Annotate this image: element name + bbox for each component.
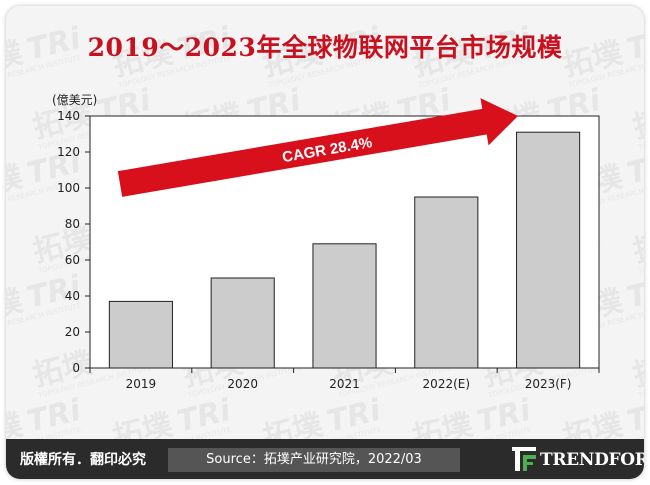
- x-tick-label: 2023(F): [525, 377, 572, 391]
- y-axis-unit-label: (億美元): [52, 93, 97, 107]
- plot-area: 0 20 40 60 80 100 120 140 2019 2020 2021 2022(E) 202…: [57, 98, 600, 391]
- cagr-arrow: CAGR 28.4%: [117, 98, 518, 197]
- watermark-mark: TRi: [624, 393, 644, 440]
- x-tick-label: 2020: [227, 377, 258, 391]
- bar: [108, 300, 173, 369]
- y-tick-label: 0: [72, 361, 80, 375]
- y-tick-label: 20: [65, 325, 80, 339]
- bar: [210, 277, 275, 369]
- bar: [516, 131, 581, 369]
- x-tick-label: 2021: [329, 377, 360, 391]
- chart-title: 2019～2023年全球物联网平台市场规模: [87, 33, 563, 62]
- cagr-arrow-shape: [117, 98, 518, 197]
- watermark-mark: TRi: [624, 269, 644, 316]
- x-tick-label: 2022(E): [423, 377, 470, 391]
- y-tick-label: 60: [65, 253, 80, 267]
- y-tick-label: 120: [57, 145, 80, 159]
- trendforce-logo: TRENDFORCE: [512, 445, 644, 473]
- bar: [312, 243, 377, 369]
- watermark-mark: TRi: [624, 145, 644, 192]
- y-tick-label: 140: [57, 109, 80, 123]
- x-tick-label: 2019: [126, 377, 157, 391]
- y-tick-label: 80: [65, 217, 80, 231]
- watermark-mark: TRi: [624, 21, 644, 68]
- logo-wordmark: TRENDFORCE: [540, 450, 644, 470]
- y-tick-label: 100: [57, 181, 80, 195]
- y-tick-label: 40: [65, 289, 80, 303]
- bar: [414, 196, 479, 369]
- trendforce-logo-icon: [512, 447, 536, 471]
- source-note: Source：拓墣产业研究院，2022/03: [168, 448, 460, 472]
- footer-bar: 版權所有．翻印必究 Source：拓墣产业研究院，2022/03 TRENDFO…: [6, 439, 644, 479]
- copyright-notice: 版權所有．翻印必究: [20, 452, 146, 468]
- bar-chart: (億美元) 0 20 40 60 80 100 120 140 2019 2020 2021 2022…: [52, 93, 600, 391]
